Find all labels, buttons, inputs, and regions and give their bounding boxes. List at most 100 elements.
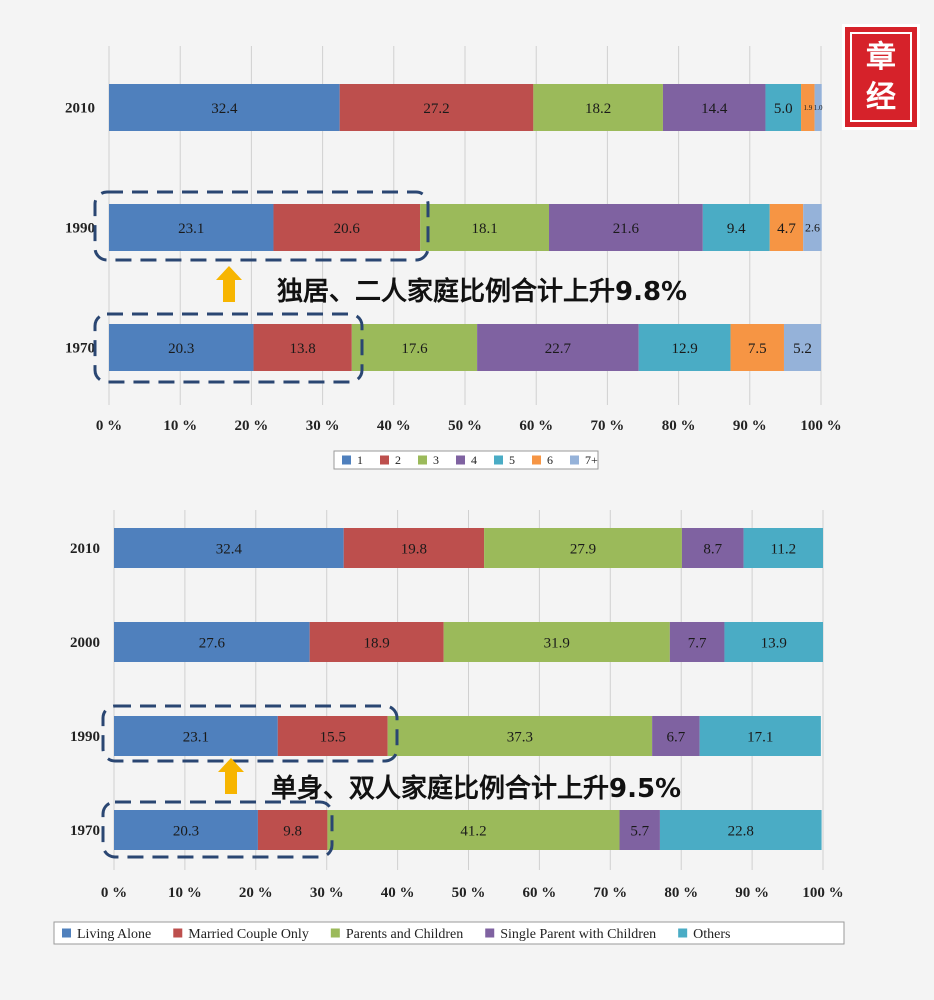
bar-segment [783,324,821,371]
bar-segment [443,622,670,662]
data-label: 37.3 [507,729,533,745]
y-category-label: 1970 [70,823,100,839]
data-label: 23.1 [183,729,209,745]
x-tick-label: 50 % [452,885,486,901]
data-label: 4.7 [777,221,796,237]
data-label: 27.6 [199,635,226,651]
bar-segment [724,622,823,662]
bar-segment [638,324,731,371]
increase-arrow-icon [216,266,242,302]
data-label: 12.9 [672,341,698,357]
x-tick-label: 0 % [96,418,122,434]
bar-segment [109,84,340,131]
data-label: 22.7 [545,341,572,357]
y-category-label: 2010 [70,541,100,557]
legend-box [333,450,599,470]
x-tick-label: 30 % [310,885,344,901]
bar-segment [699,716,821,756]
bar-segment [619,810,660,850]
x-tick-label: 50 % [448,418,482,434]
legend-label: Parents and Children [346,927,463,942]
x-tick-label: 0 % [101,885,127,901]
bar-segment [730,324,784,371]
data-label: 20.3 [173,823,199,839]
legend-swatch [532,455,541,465]
bar-segment [814,84,822,131]
highlight-dashed-box [93,312,364,384]
legend-label: 7+ [585,453,598,467]
data-label: 1.9 [803,104,812,112]
x-tick-label: 60 % [523,885,557,901]
data-label: 21.6 [613,221,640,237]
data-label: 17.6 [401,341,428,357]
legend-label: 3 [433,453,439,467]
x-tick-label: 10 % [168,885,202,901]
data-label: 15.5 [320,729,346,745]
legend-swatch [678,928,688,938]
legend-label: 2 [395,453,401,467]
y-category-label: 1990 [65,221,95,237]
data-label: 32.4 [211,101,238,117]
bar-segment [343,528,485,568]
bar-segment [484,528,682,568]
bar-segment [387,716,653,756]
bar-segment [309,622,444,662]
legend-label: 4 [471,453,477,467]
legend-swatch [485,928,495,938]
bar-segment [253,324,352,371]
data-label: 19.8 [401,541,427,557]
data-label: 2.6 [805,221,820,235]
x-tick-label: 70 % [593,885,627,901]
x-tick-label: 70 % [591,418,625,434]
y-category-label: 1990 [70,729,100,745]
x-tick-label: 100 % [800,418,841,434]
bar-segment [681,528,744,568]
data-label: 1.0 [814,104,823,112]
x-tick-label: 20 % [235,418,269,434]
data-label: 17.1 [747,729,773,745]
x-tick-label: 100 % [802,885,843,901]
data-label: 7.5 [748,341,767,357]
data-label: 27.9 [570,541,596,557]
bar-segment [669,622,725,662]
data-label: 31.9 [544,635,570,651]
legend-swatch [62,928,71,938]
increase-arrow-icon [218,758,244,794]
data-label: 22.8 [728,823,754,839]
legend-label: Married Couple Only [188,927,309,942]
bar-segment [109,324,254,371]
logo-char: 章 [866,40,896,75]
annotation-text: 单身、双人家庭比例合计上升9.5% [271,773,681,804]
data-label: 41.2 [460,823,486,839]
highlight-dashed-box [93,190,430,262]
legend-swatch [418,455,427,465]
bar-segment [114,810,258,850]
data-label: 32.4 [216,541,243,557]
legend-swatch [173,928,183,938]
bar-segment [420,204,550,251]
data-label: 18.9 [364,635,390,651]
bar-segment [765,84,802,131]
legend-label: Living Alone [77,927,151,942]
bar-segment [477,324,639,371]
legend-swatch [380,455,389,465]
data-label: 5.2 [793,341,812,357]
data-label: 18.2 [585,101,611,117]
bar-segment [549,204,703,251]
logo-seal: 章 经 [842,24,920,130]
data-label: 6.7 [667,729,686,745]
bar-segment [801,84,815,131]
bar-segment [743,528,823,568]
bar-segment [659,810,822,850]
data-label: 5.0 [774,101,793,117]
x-tick-label: 90 % [735,885,769,901]
bar-segment [769,204,804,251]
x-tick-label: 10 % [163,418,197,434]
x-tick-label: 60 % [519,418,553,434]
data-label: 13.8 [290,341,316,357]
data-label: 5.7 [630,823,649,839]
legend-swatch [494,455,503,465]
x-tick-label: 40 % [377,418,411,434]
legend-swatch [570,455,579,465]
